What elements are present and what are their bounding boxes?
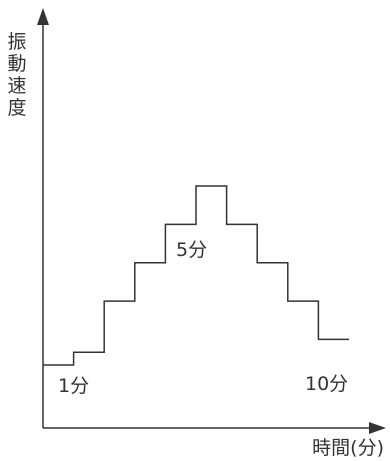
x-axis-title: 時間(分)	[312, 437, 384, 459]
annotation-10min: 10分	[305, 373, 348, 395]
annotation-1min: 1分	[58, 375, 89, 397]
y-axis-title-char: 動	[7, 53, 26, 75]
annotation-5min: 5分	[176, 239, 207, 261]
x-axis-arrow	[369, 422, 386, 434]
y-axis-title: 振動速度	[7, 31, 26, 119]
y-axis-title-char: 速	[7, 75, 26, 97]
series-step-line	[43, 185, 349, 366]
y-axis-title-char: 度	[7, 97, 26, 119]
y-axis-arrow	[37, 8, 49, 25]
svg-text:振動速度: 振動速度	[7, 31, 26, 119]
y-axis-title-char: 振	[7, 31, 26, 53]
